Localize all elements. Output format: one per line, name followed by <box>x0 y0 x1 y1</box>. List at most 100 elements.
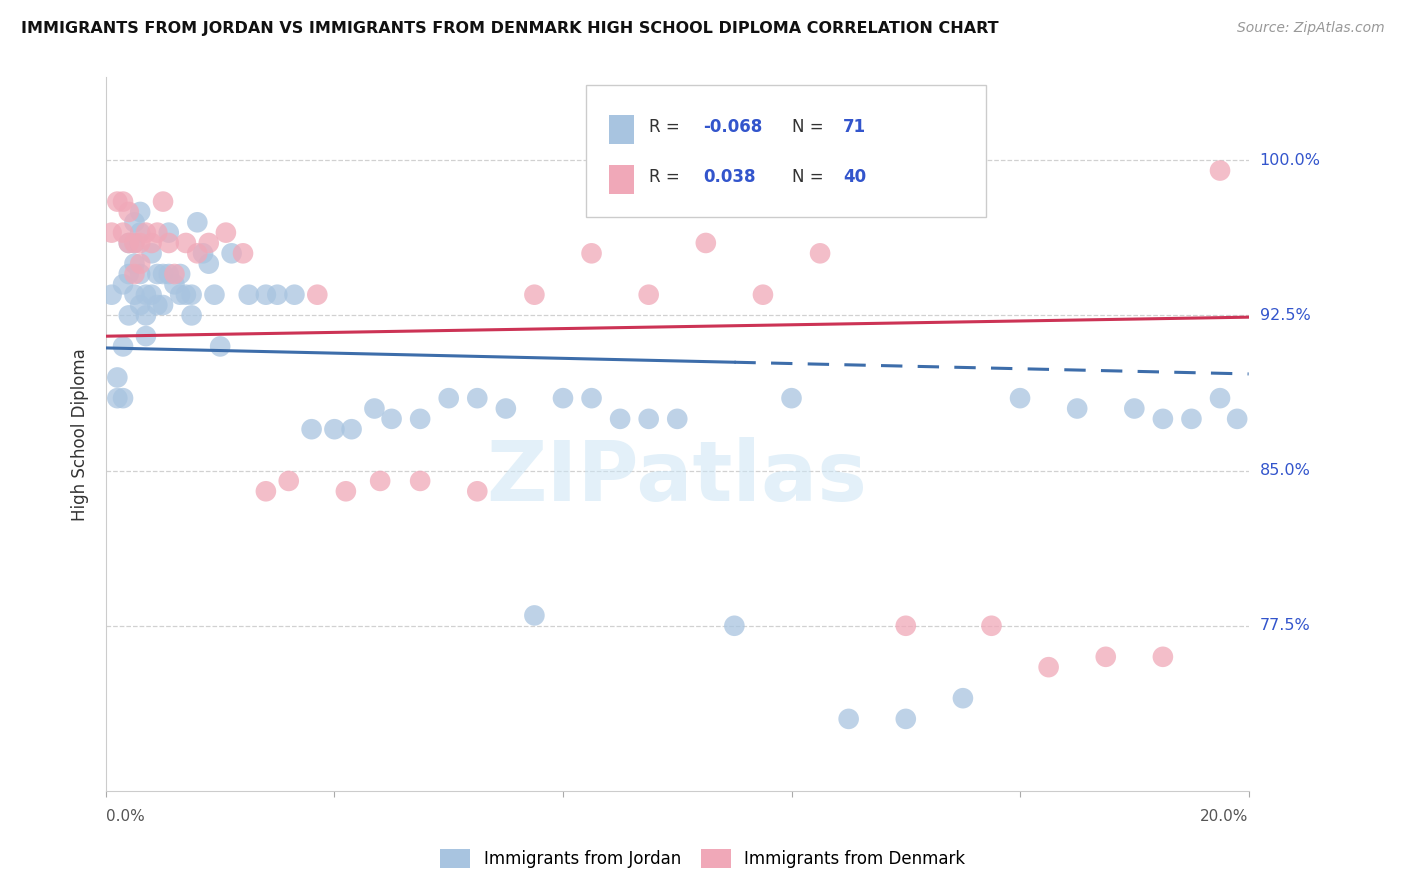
Point <box>232 246 254 260</box>
Point <box>340 422 363 436</box>
Point <box>135 287 157 301</box>
Point <box>124 257 146 271</box>
Point <box>157 226 180 240</box>
Text: 100.0%: 100.0% <box>1260 153 1320 168</box>
Point <box>307 287 329 301</box>
Point <box>141 246 163 260</box>
Point <box>465 484 488 499</box>
Point <box>152 194 174 209</box>
Point <box>180 309 202 323</box>
Point <box>146 226 169 240</box>
Point <box>141 287 163 301</box>
Point <box>1094 649 1116 664</box>
Point <box>197 235 219 250</box>
Text: 85.0%: 85.0% <box>1260 463 1310 478</box>
Point <box>277 474 299 488</box>
Text: N =: N = <box>792 119 828 136</box>
Text: 77.5%: 77.5% <box>1260 618 1310 633</box>
Point <box>1226 412 1249 426</box>
Text: ZIPatlas: ZIPatlas <box>486 437 868 517</box>
Text: 0.038: 0.038 <box>703 169 756 186</box>
Point <box>363 401 385 416</box>
Point <box>124 235 146 250</box>
Point <box>129 235 152 250</box>
Point <box>129 205 152 219</box>
Point <box>1152 412 1174 426</box>
Point <box>135 309 157 323</box>
Point <box>221 246 243 260</box>
Point <box>894 619 917 633</box>
Legend: Immigrants from Jordan, Immigrants from Denmark: Immigrants from Jordan, Immigrants from … <box>434 842 972 875</box>
Bar <box>609 115 634 144</box>
Point <box>980 619 1002 633</box>
Point <box>129 226 152 240</box>
Point <box>637 287 659 301</box>
Point <box>238 287 260 301</box>
Point <box>495 401 517 416</box>
Point <box>523 608 546 623</box>
Point <box>254 484 277 499</box>
Point <box>129 257 152 271</box>
Point <box>129 298 152 312</box>
Point <box>112 391 135 405</box>
Point <box>1123 401 1146 416</box>
Point <box>1180 412 1202 426</box>
Point <box>112 277 135 292</box>
Point <box>551 391 574 405</box>
Point <box>409 474 432 488</box>
Point <box>118 235 141 250</box>
Point <box>112 194 135 209</box>
Point <box>100 226 122 240</box>
Point <box>1008 391 1031 405</box>
Point <box>105 370 128 384</box>
Text: 0.0%: 0.0% <box>105 809 145 824</box>
Point <box>157 235 180 250</box>
Point <box>283 287 305 301</box>
Point <box>118 205 141 219</box>
Point <box>609 412 631 426</box>
Point <box>141 235 163 250</box>
Point <box>894 712 917 726</box>
Point <box>1038 660 1060 674</box>
Text: R =: R = <box>648 169 685 186</box>
Point <box>112 226 135 240</box>
Text: N =: N = <box>792 169 828 186</box>
Point <box>266 287 288 301</box>
Point <box>695 235 717 250</box>
Point <box>1152 649 1174 664</box>
Point <box>105 391 128 405</box>
FancyBboxPatch shape <box>586 85 986 217</box>
Point <box>666 412 689 426</box>
Point <box>215 226 238 240</box>
Point <box>174 235 197 250</box>
Point <box>180 287 202 301</box>
Point <box>118 235 141 250</box>
Point <box>204 287 226 301</box>
Point <box>254 287 277 301</box>
Point <box>186 246 208 260</box>
Point <box>209 339 232 353</box>
Point <box>186 215 208 229</box>
Bar <box>609 165 634 194</box>
Text: -0.068: -0.068 <box>703 119 763 136</box>
Point <box>124 235 146 250</box>
Point <box>191 246 214 260</box>
Point <box>124 287 146 301</box>
Point <box>323 422 346 436</box>
Point <box>723 619 745 633</box>
Point <box>808 246 831 260</box>
Point <box>780 391 803 405</box>
Point <box>163 267 186 281</box>
Point <box>752 287 775 301</box>
Text: 92.5%: 92.5% <box>1260 308 1310 323</box>
Point <box>146 267 169 281</box>
Text: Source: ZipAtlas.com: Source: ZipAtlas.com <box>1237 21 1385 35</box>
Point <box>523 287 546 301</box>
Y-axis label: High School Diploma: High School Diploma <box>72 348 89 521</box>
Point <box>169 267 191 281</box>
Point <box>146 298 169 312</box>
Point <box>952 691 974 706</box>
Text: R =: R = <box>648 119 685 136</box>
Point <box>152 267 174 281</box>
Point <box>112 339 135 353</box>
